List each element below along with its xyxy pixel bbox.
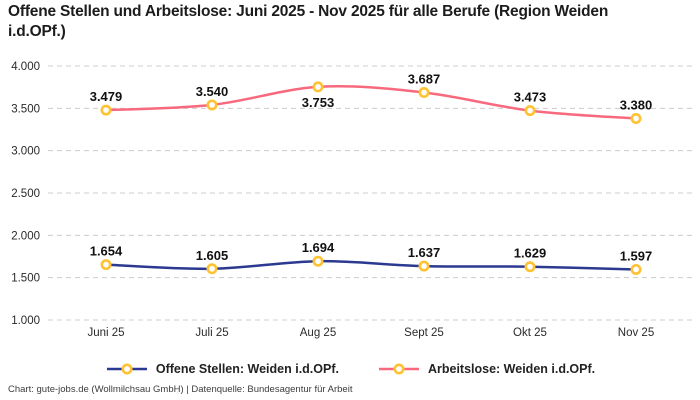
- legend-swatch-icon: [378, 363, 419, 375]
- data-point-marker: [524, 261, 536, 273]
- data-point-label: 1.654: [90, 244, 123, 259]
- data-point-label: 3.479: [90, 89, 123, 104]
- data-point-label: 1.637: [408, 245, 441, 260]
- chart-title: Offene Stellen und Arbeitslose: Juni 202…: [8, 3, 609, 41]
- data-point-marker: [524, 105, 536, 117]
- x-axis-tick-label: Nov 25: [618, 327, 654, 339]
- y-axis-tick-label: 1.500: [11, 273, 40, 285]
- data-point-label: 3.540: [196, 84, 229, 99]
- x-axis-tick-label: Aug 25: [300, 327, 336, 339]
- data-point-label: 3.473: [514, 90, 547, 105]
- legend-label: Offene Stellen: Weiden i.d.OPf.: [155, 362, 339, 376]
- x-axis-tick-label: Juni 25: [87, 327, 124, 339]
- data-point-label: 1.605: [196, 248, 229, 263]
- legend-item: Arbeitslose: Weiden i.d.OPf.: [377, 361, 595, 377]
- y-axis-tick-label: 2.000: [11, 230, 40, 242]
- legend-label: Arbeitslose: Weiden i.d.OPf.: [427, 362, 596, 376]
- series-line: [104, 85, 638, 120]
- chart-area: 4.000 3.500 3.000 2.500 2.000 1.500 1.000 Juni …: [0, 56, 700, 352]
- data-point-label: 1.597: [620, 248, 653, 263]
- series-line: [104, 259, 638, 271]
- data-point-marker: [630, 263, 642, 275]
- data-point-marker: [312, 255, 324, 267]
- x-axis-tick-label: Sept 25: [404, 327, 444, 339]
- data-point-label: 1.629: [514, 246, 547, 261]
- y-axis-tick-label: 2.500: [11, 188, 40, 200]
- x-axis-tick-label: Juli 25: [195, 327, 228, 339]
- y-axis-tick-label: 3.500: [11, 103, 40, 115]
- legend-item: Offene Stellen: Weiden i.d.OPf.: [105, 361, 339, 377]
- y-axis-tick-label: 4.000: [11, 61, 40, 73]
- y-axis-tick-label: 3.000: [11, 146, 40, 158]
- line-chart-svg: 4.000 3.500 3.000 2.500 2.000 1.500 1.000 Juni …: [11, 61, 696, 339]
- data-point-marker: [630, 112, 642, 124]
- chart-legend: Offene Stellen: Weiden i.d.OPf. Arbeitslo…: [0, 358, 700, 380]
- data-point-label: 3.687: [408, 72, 441, 87]
- data-point-label: 3.380: [620, 97, 653, 112]
- chart-attribution: Chart: gute-jobs.de (Wollmilchsau GmbH) …: [8, 384, 353, 395]
- x-axis-tick-label: Okt 25: [513, 327, 547, 339]
- data-point-marker: [418, 260, 430, 272]
- y-axis-tick-label: 1.000: [11, 315, 40, 327]
- data-point-label: 3.753: [302, 95, 335, 110]
- data-point-marker: [418, 87, 430, 99]
- data-point-label: 1.694: [302, 240, 335, 255]
- data-point-marker: [206, 263, 218, 275]
- data-point-marker: [312, 81, 324, 93]
- legend-swatch-icon: [106, 363, 147, 375]
- data-point-marker: [206, 99, 218, 111]
- data-point-marker: [100, 104, 112, 116]
- data-point-marker: [100, 259, 112, 271]
